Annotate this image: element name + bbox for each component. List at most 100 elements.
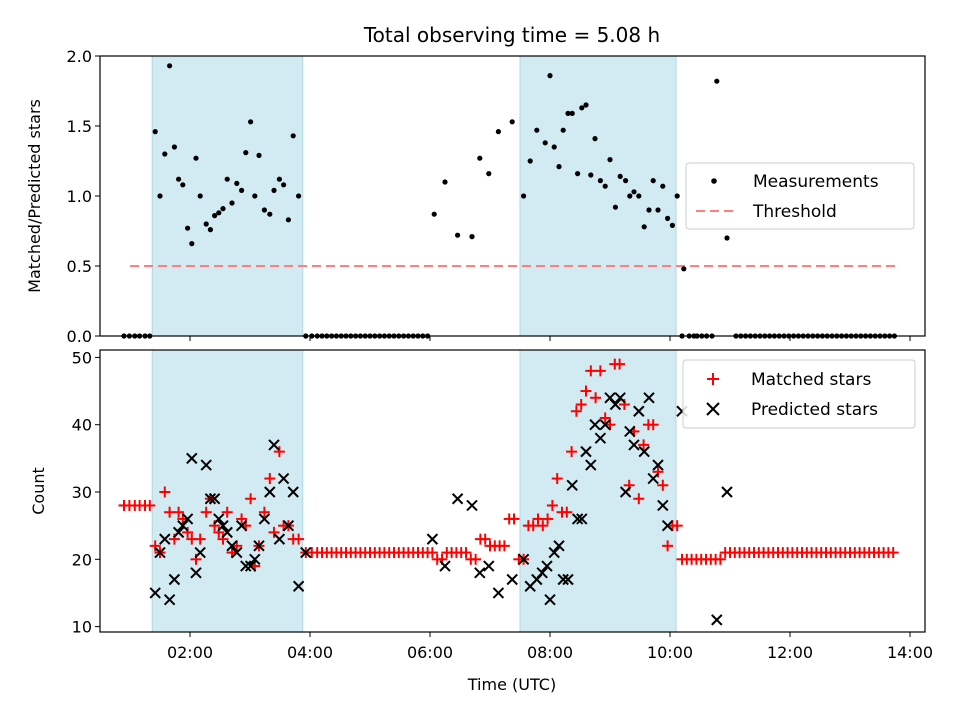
measurement-point — [627, 193, 633, 199]
matched-star-point — [551, 473, 563, 485]
bottom-x-axis: 02:00 04:00 06:00 08:00 10:00 12:00 14:00 — [167, 632, 933, 662]
predicted-star-point — [589, 418, 601, 431]
matched-star-point — [221, 506, 233, 518]
y-tick-label: 2.0 — [67, 47, 92, 66]
measurement-point — [602, 183, 608, 189]
measurement-point — [167, 63, 173, 69]
legend-matched-label: Matched stars — [751, 370, 871, 390]
matched-star-point — [159, 486, 171, 498]
top-shaded-interval — [151, 55, 304, 337]
y-tick-label: 20 — [72, 550, 92, 569]
predicted-star-point — [149, 587, 161, 599]
y-tick-label: 50 — [72, 348, 92, 367]
matched-star-point — [652, 466, 664, 478]
measurement-point — [669, 222, 676, 228]
measurement-point — [185, 225, 191, 231]
matched-star-point — [614, 358, 626, 370]
measurement-point — [542, 140, 548, 146]
measurement-point — [203, 221, 209, 227]
predicted-star-point — [204, 493, 217, 505]
bot-shaded-interval — [151, 349, 304, 633]
predicted-star-point — [439, 560, 451, 572]
measurement-point — [565, 110, 571, 116]
matched-star-point — [671, 520, 683, 532]
y-tick-label: 1.0 — [67, 187, 92, 206]
top-panel: 0.00.51.01.52.0 Matched/Predicted stars … — [25, 47, 926, 346]
matched-star-point — [460, 547, 472, 559]
matched-star-point — [194, 533, 206, 545]
predicted-star-point — [585, 459, 597, 471]
measurement-point — [281, 182, 287, 188]
predicted-star-point — [451, 493, 464, 505]
predicted-star-point — [614, 392, 626, 404]
matched-star-point — [258, 506, 270, 518]
measurement-point — [575, 171, 581, 177]
matched-star-point — [268, 526, 280, 538]
measurement-point — [477, 155, 483, 161]
predicted-star-point — [221, 526, 233, 539]
predicted-star-point — [253, 540, 265, 552]
legend-predicted-marker — [706, 402, 720, 416]
matched-star-point — [570, 405, 582, 417]
matched-star-point — [580, 385, 592, 397]
measurement-point — [197, 193, 203, 199]
predicted-star-point — [194, 546, 206, 559]
measurement-point — [229, 200, 235, 206]
top-plot-frame — [99, 55, 926, 337]
top-y-axis: 0.0 0.5 1.0 1.5 2.0 — [67, 47, 100, 346]
predicted-star-point — [506, 573, 518, 586]
measurement-point — [220, 206, 226, 212]
measurement-point — [592, 136, 598, 142]
matched-star-point — [542, 513, 554, 525]
measurement-point — [243, 150, 249, 156]
predicted-star-point — [571, 513, 584, 525]
measurement-point — [267, 211, 273, 217]
matched-star-point — [144, 499, 156, 511]
predicted-star-point — [661, 519, 674, 532]
predicted-star-point — [638, 445, 650, 458]
predicted-star-point — [217, 519, 229, 532]
x-tick-label: 02:00 — [167, 643, 213, 662]
measurement-point — [495, 129, 501, 135]
matched-star-point — [599, 412, 611, 424]
measurement-point — [180, 182, 186, 188]
bottom-legend-box — [682, 359, 916, 429]
measurement-point — [171, 144, 177, 150]
legend-measurements-label: Measurements — [753, 172, 879, 192]
predicted-star-point — [168, 573, 181, 586]
bottom-panel: 10 20 30 40 50 02:00 04:00 06:00 08:00 10:00 12:0… — [29, 348, 933, 694]
predicted-star-point — [657, 499, 669, 512]
matched-star-point — [527, 520, 539, 532]
predicted-star-point — [200, 459, 212, 471]
predicted-star-point — [474, 567, 486, 579]
matched-star-point — [273, 446, 285, 458]
predicted-star-point — [292, 580, 305, 592]
measurement-point — [714, 78, 720, 84]
matched-star-point — [479, 533, 491, 545]
predicted-star-point — [562, 573, 574, 586]
x-tick-label: 14:00 — [887, 643, 933, 662]
x-tick-label: 04:00 — [287, 643, 333, 662]
predicted-star-point — [273, 533, 286, 545]
predicted-star-point — [628, 439, 640, 451]
predicted-star-point — [466, 499, 478, 512]
predicted-star-point — [599, 418, 611, 431]
measurement-point — [597, 178, 604, 184]
matched-star-point — [426, 547, 438, 559]
predicted-star-point — [208, 493, 221, 505]
predicted-star-point — [548, 546, 560, 559]
measurement-point — [216, 210, 222, 216]
bottom-y-axis: 10 20 30 40 50 — [72, 348, 100, 637]
predicted-star-point — [517, 553, 530, 566]
matched-star-point — [200, 506, 212, 518]
matched-star-point — [633, 493, 645, 505]
matched-star-point — [532, 513, 544, 525]
measurement-point — [285, 217, 291, 223]
matched-star-point — [594, 365, 606, 377]
measurement-point — [442, 179, 448, 185]
predicted-star-point — [159, 533, 171, 545]
predicted-star-point — [268, 439, 280, 451]
y-tick-label: 40 — [72, 416, 92, 435]
x-tick-label: 08:00 — [527, 643, 573, 662]
measurement-point — [724, 235, 730, 241]
